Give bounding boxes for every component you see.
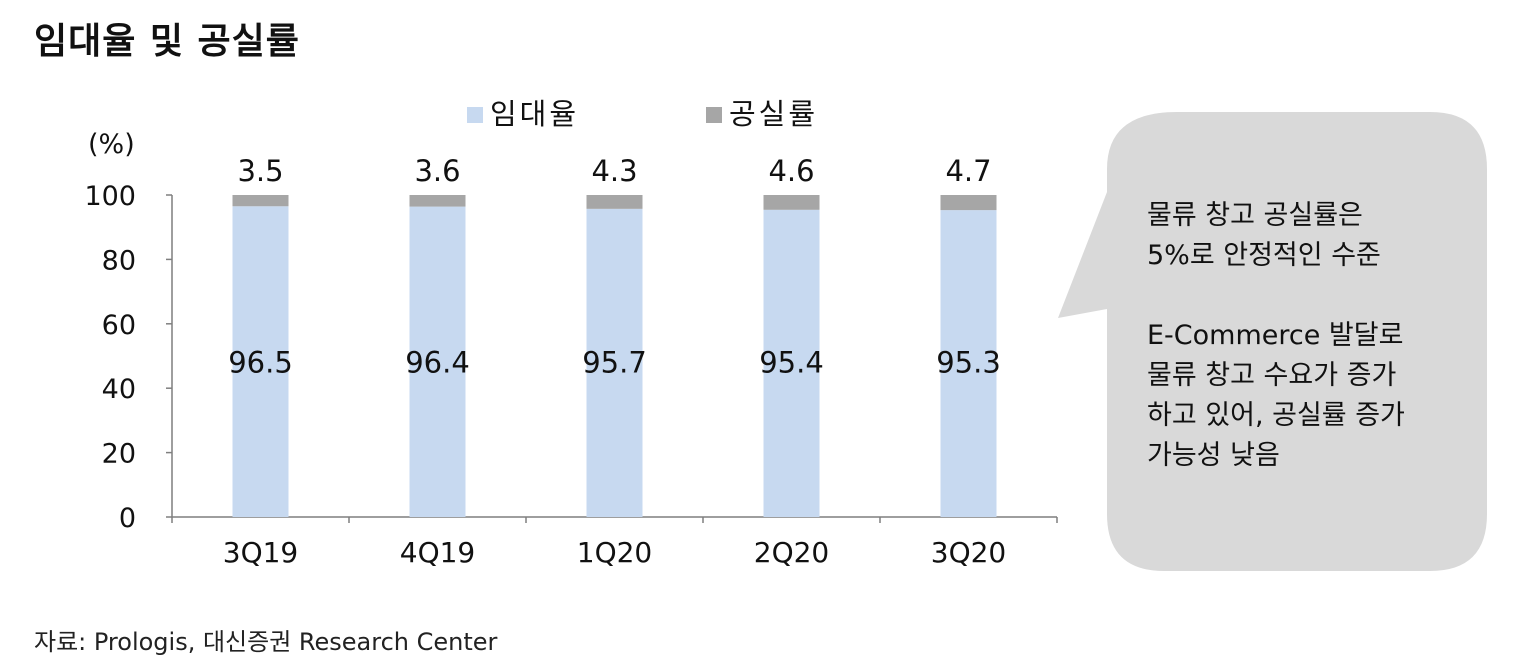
data-label-vacancy: 3.5 xyxy=(237,154,283,188)
data-label-occupancy: 96.4 xyxy=(405,345,470,379)
y-tick-label: 100 xyxy=(84,181,136,212)
data-label-occupancy: 95.7 xyxy=(582,345,647,379)
legend-swatch-vacancy xyxy=(706,107,722,123)
bar-vacancy xyxy=(586,195,643,209)
bar-occupancy xyxy=(232,206,289,517)
x-tick-label: 1Q20 xyxy=(577,536,652,569)
bar-vacancy xyxy=(763,195,820,210)
data-label-vacancy: 4.6 xyxy=(768,154,814,188)
page-title: 임대율 및 공실률 xyxy=(34,21,300,62)
bar-vacancy xyxy=(409,195,466,207)
callout-line: 물류 창고 공실률은 xyxy=(1147,200,1363,231)
bar-vacancy xyxy=(940,195,997,211)
callout-line: 5%로 안정적인 수준 xyxy=(1147,240,1381,271)
speech-bubble xyxy=(1058,112,1487,571)
data-label-occupancy: 95.3 xyxy=(936,345,1001,379)
callout-line: E-Commerce 발달로 xyxy=(1147,320,1404,351)
x-tick-label: 3Q19 xyxy=(223,536,298,569)
data-label-vacancy: 4.3 xyxy=(591,154,637,188)
speech-bubble-shape xyxy=(1058,112,1487,571)
data-label-vacancy: 4.7 xyxy=(945,154,991,188)
x-tick-label: 4Q19 xyxy=(400,536,475,569)
y-tick-label: 0 xyxy=(119,503,136,534)
x-tick-label: 2Q20 xyxy=(754,536,829,569)
bar-occupancy xyxy=(586,208,643,517)
bar-occupancy xyxy=(763,209,820,517)
y-tick-label: 60 xyxy=(102,310,136,341)
data-label-vacancy: 3.6 xyxy=(414,154,460,188)
callout-line: 물류 창고 수요가 증가 xyxy=(1147,360,1397,391)
x-tick-label: 3Q20 xyxy=(931,536,1006,569)
callout-line: 하고 있어, 공실률 증가 xyxy=(1147,400,1405,431)
y-tick-label: 80 xyxy=(102,245,136,276)
stacked-bar-chart: 0 20 40 60 80 100 (%) 96.5 3.5 3Q19 96.4 3.6 4Q19 95.… xyxy=(84,97,1058,569)
legend-swatch-occupancy xyxy=(467,107,483,123)
y-tick-label: 40 xyxy=(102,374,136,405)
source-note: 자료: Prologis, 대신증권 Research Center xyxy=(34,628,498,656)
y-tick-label: 20 xyxy=(102,439,136,470)
bar-vacancy xyxy=(232,195,289,207)
data-label-occupancy: 96.5 xyxy=(228,345,293,379)
bar-occupancy xyxy=(940,210,997,517)
y-axis-label: (%) xyxy=(88,129,135,160)
callout-text: 물류 창고 공실률은 5%로 안정적인 수준 E-Commerce 발달로 물류… xyxy=(1147,196,1467,476)
data-label-occupancy: 95.4 xyxy=(759,345,824,379)
legend-label-occupancy: 임대율 xyxy=(490,97,579,131)
legend-label-vacancy: 공실률 xyxy=(729,97,818,131)
bar-occupancy xyxy=(409,206,466,517)
callout-line: 가능성 낮음 xyxy=(1147,440,1280,471)
